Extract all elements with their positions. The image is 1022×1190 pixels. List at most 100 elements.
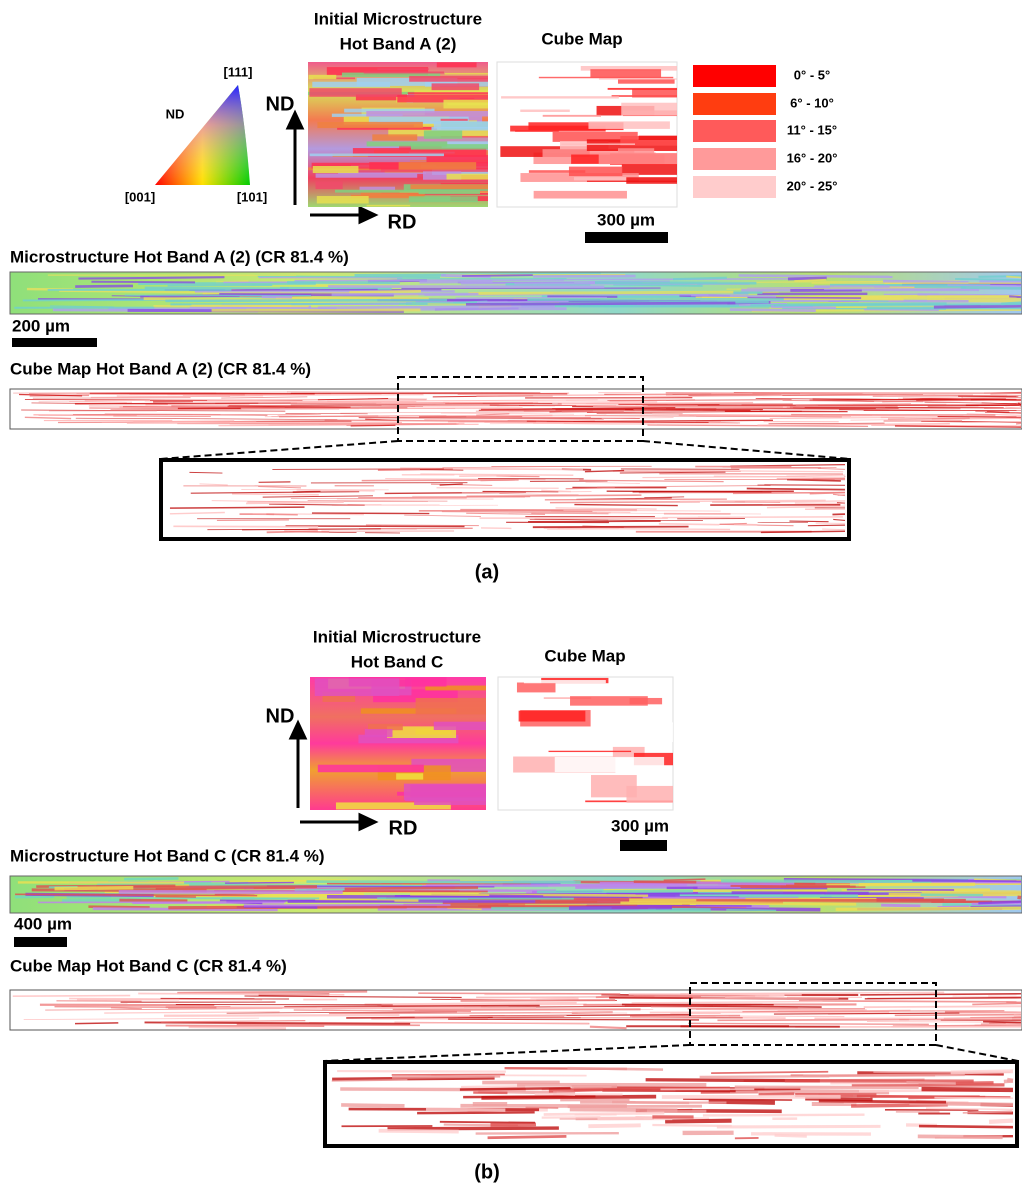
grain xyxy=(372,134,418,141)
streak xyxy=(662,516,843,519)
streak xyxy=(290,392,568,395)
grain xyxy=(548,750,632,753)
streak xyxy=(624,1004,822,1008)
grain xyxy=(586,180,677,182)
grain xyxy=(516,682,556,693)
grain xyxy=(621,102,677,116)
title: Microstructure Hot Band C (CR 81.4 %) xyxy=(10,846,325,865)
streak xyxy=(721,879,932,884)
streak xyxy=(331,1079,408,1082)
grain xyxy=(326,67,429,76)
legend-label: 11° - 15° xyxy=(787,122,837,137)
grain xyxy=(590,69,662,78)
grain xyxy=(523,680,606,684)
streak xyxy=(414,1015,567,1018)
streak xyxy=(385,477,546,481)
streak xyxy=(663,878,706,881)
streak xyxy=(787,276,827,281)
streak xyxy=(744,500,846,504)
streak xyxy=(499,414,607,417)
streak xyxy=(568,905,672,910)
ipf-label: ND xyxy=(166,106,185,121)
grain xyxy=(632,89,677,98)
streak xyxy=(476,996,701,998)
strip-texture xyxy=(14,877,1022,912)
zoom-region xyxy=(397,376,644,442)
streak xyxy=(487,1135,567,1140)
grain xyxy=(446,173,488,180)
zoom-region xyxy=(689,982,937,1046)
grain xyxy=(568,166,623,177)
streak xyxy=(594,281,757,285)
streak xyxy=(523,410,716,412)
streak xyxy=(66,896,288,900)
streak xyxy=(981,402,1022,405)
grain xyxy=(368,723,403,731)
streak xyxy=(74,1022,119,1025)
grain xyxy=(620,135,677,146)
streak xyxy=(489,894,544,898)
streak xyxy=(410,892,649,897)
axis-label: ND xyxy=(266,705,295,727)
streak xyxy=(716,1124,881,1129)
legend-swatch xyxy=(693,65,776,87)
streak xyxy=(236,1023,420,1027)
streak xyxy=(658,522,720,526)
streak xyxy=(15,893,258,897)
grain xyxy=(410,144,488,150)
strip-texture xyxy=(14,272,1022,313)
grain xyxy=(356,77,458,86)
legend-label: 0° - 5° xyxy=(794,67,830,82)
streak xyxy=(805,1096,873,1102)
streak xyxy=(189,471,223,474)
streak xyxy=(713,475,846,478)
streak xyxy=(787,478,841,482)
streak xyxy=(543,1111,665,1116)
streak xyxy=(88,905,150,909)
streak xyxy=(803,1073,965,1078)
streak xyxy=(898,396,964,399)
streak xyxy=(463,1095,596,1099)
streak xyxy=(188,1025,286,1030)
streak xyxy=(441,511,611,514)
grain xyxy=(341,72,441,78)
streak xyxy=(327,399,598,402)
streak xyxy=(557,401,754,405)
streak xyxy=(169,511,225,515)
streak xyxy=(529,519,703,522)
streak xyxy=(565,487,615,490)
streak xyxy=(533,423,657,426)
grain xyxy=(542,149,635,158)
streak xyxy=(451,998,537,1001)
grain xyxy=(338,172,427,174)
streak xyxy=(912,879,1022,883)
cube-texture xyxy=(513,677,673,803)
streak xyxy=(119,898,188,903)
streak xyxy=(224,881,294,884)
grain xyxy=(360,708,457,714)
axis-label: RD xyxy=(388,211,417,233)
streak xyxy=(1001,301,1022,306)
streak xyxy=(934,1096,1014,1100)
streak xyxy=(561,410,624,413)
legend-label: 16° - 20° xyxy=(787,150,838,165)
streak xyxy=(544,498,727,501)
streak xyxy=(417,1111,535,1115)
streak xyxy=(906,1081,957,1085)
streak xyxy=(18,393,83,397)
streak xyxy=(688,1022,929,1026)
streak xyxy=(961,397,1022,399)
streak xyxy=(138,992,345,996)
grain xyxy=(366,141,448,147)
streak xyxy=(789,520,829,523)
grain xyxy=(316,196,369,204)
streak xyxy=(607,399,792,401)
streak xyxy=(101,420,235,423)
streak xyxy=(773,1012,960,1015)
grain xyxy=(617,79,675,84)
axis-label: ND xyxy=(266,93,295,115)
streak xyxy=(571,1084,618,1089)
streak xyxy=(442,466,580,468)
grain xyxy=(344,108,435,113)
